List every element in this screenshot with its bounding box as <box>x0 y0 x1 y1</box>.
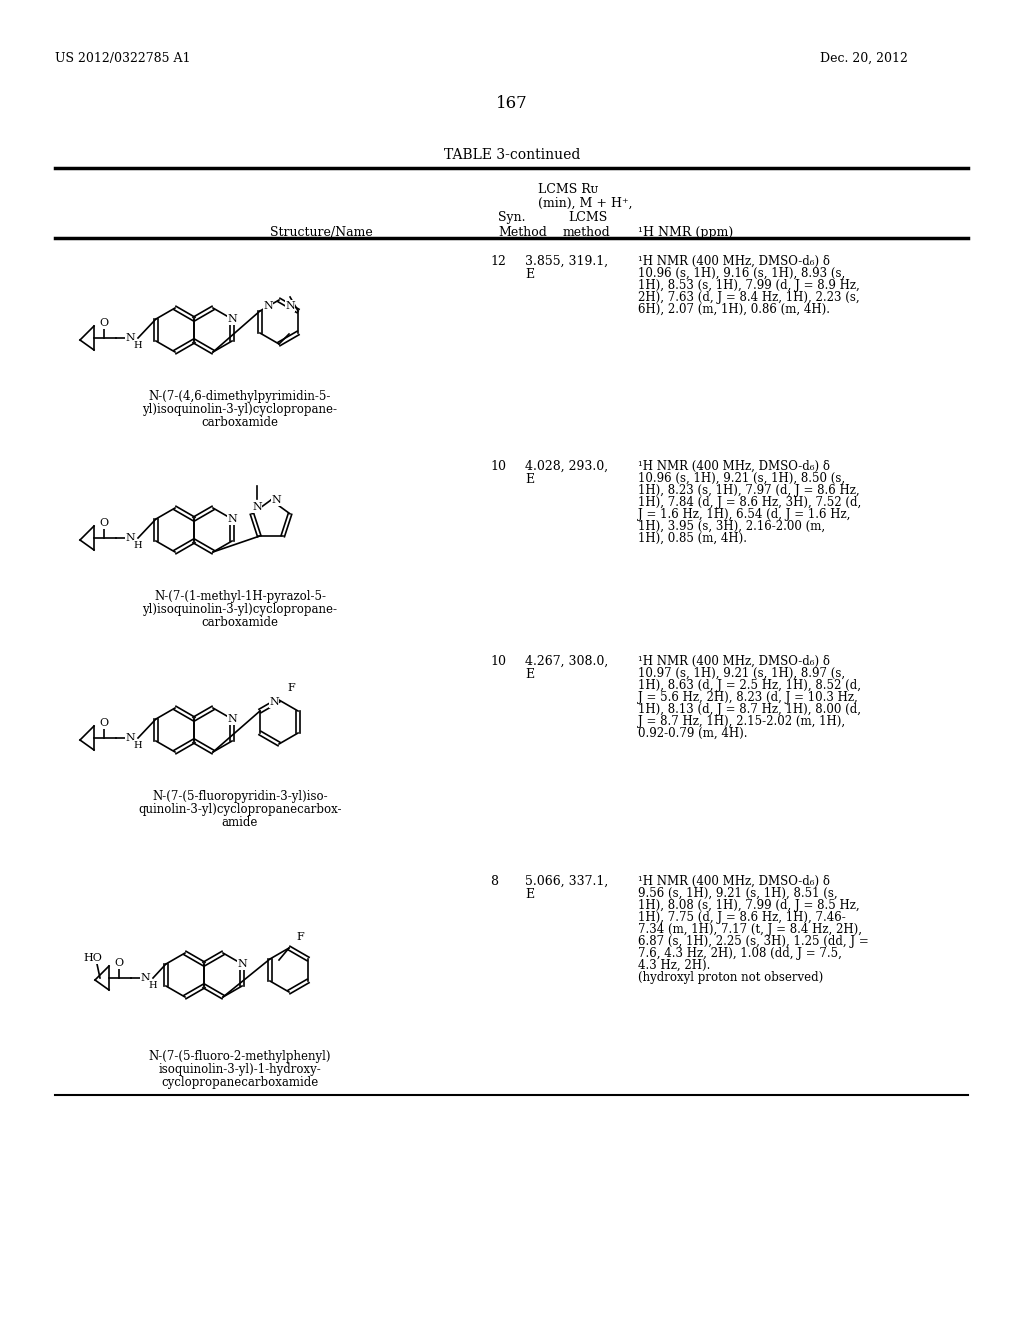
Text: 1H), 0.85 (m, 4H).: 1H), 0.85 (m, 4H). <box>638 532 746 545</box>
Text: 7.6, 4.3 Hz, 2H), 1.08 (dd, J = 7.5,: 7.6, 4.3 Hz, 2H), 1.08 (dd, J = 7.5, <box>638 946 842 960</box>
Text: N-(7-(5-fluoro-2-methylphenyl): N-(7-(5-fluoro-2-methylphenyl) <box>148 1049 331 1063</box>
Text: 10: 10 <box>490 459 506 473</box>
Text: 4.267, 308.0,: 4.267, 308.0, <box>525 655 608 668</box>
Text: 5.066, 337.1,: 5.066, 337.1, <box>525 875 608 888</box>
Text: 1H), 8.08 (s, 1H), 7.99 (d, J = 8.5 Hz,: 1H), 8.08 (s, 1H), 7.99 (d, J = 8.5 Hz, <box>638 899 859 912</box>
Text: O: O <box>115 958 124 968</box>
Text: yl)isoquinolin-3-yl)cyclopropane-: yl)isoquinolin-3-yl)cyclopropane- <box>142 603 338 616</box>
Text: 7.34 (m, 1H), 7.17 (t, J = 8.4 Hz, 2H),: 7.34 (m, 1H), 7.17 (t, J = 8.4 Hz, 2H), <box>638 923 862 936</box>
Text: N: N <box>140 973 150 983</box>
Text: F: F <box>287 682 295 693</box>
Text: E: E <box>525 888 535 902</box>
Text: F: F <box>296 932 304 942</box>
Text: cyclopropanecarboxamide: cyclopropanecarboxamide <box>162 1076 318 1089</box>
Text: LCMS Rᴜ: LCMS Rᴜ <box>538 183 598 195</box>
Text: 10: 10 <box>490 655 506 668</box>
Text: H: H <box>134 341 142 350</box>
Text: O: O <box>99 517 109 528</box>
Text: 1H), 8.63 (d, J = 2.5 Hz, 1H), 8.52 (d,: 1H), 8.63 (d, J = 2.5 Hz, 1H), 8.52 (d, <box>638 678 861 692</box>
Text: N: N <box>227 714 237 723</box>
Text: N: N <box>263 301 272 312</box>
Text: ¹H NMR (400 MHz, DMSO-d₆) δ: ¹H NMR (400 MHz, DMSO-d₆) δ <box>638 255 830 268</box>
Text: 1H), 8.23 (s, 1H), 7.97 (d, J = 8.6 Hz,: 1H), 8.23 (s, 1H), 7.97 (d, J = 8.6 Hz, <box>638 484 859 498</box>
Text: carboxamide: carboxamide <box>202 416 279 429</box>
Text: N-(7-(4,6-dimethylpyrimidin-5-: N-(7-(4,6-dimethylpyrimidin-5- <box>148 389 331 403</box>
Text: N: N <box>285 301 295 312</box>
Text: E: E <box>525 268 535 281</box>
Text: 9.56 (s, 1H), 9.21 (s, 1H), 8.51 (s,: 9.56 (s, 1H), 9.21 (s, 1H), 8.51 (s, <box>638 887 838 900</box>
Text: quinolin-3-yl)cyclopropanecarbox-: quinolin-3-yl)cyclopropanecarbox- <box>138 803 342 816</box>
Text: 8: 8 <box>490 875 498 888</box>
Text: H: H <box>148 981 158 990</box>
Text: 3.855, 319.1,: 3.855, 319.1, <box>525 255 608 268</box>
Text: 12: 12 <box>490 255 506 268</box>
Text: (hydroxyl proton not observed): (hydroxyl proton not observed) <box>638 972 823 983</box>
Text: N: N <box>125 733 135 743</box>
Text: method: method <box>563 226 610 239</box>
Text: 10.96 (s, 1H), 9.16 (s, 1H), 8.93 (s,: 10.96 (s, 1H), 9.16 (s, 1H), 8.93 (s, <box>638 267 845 280</box>
Text: 1H), 8.53 (s, 1H), 7.99 (d, J = 8.9 Hz,: 1H), 8.53 (s, 1H), 7.99 (d, J = 8.9 Hz, <box>638 279 860 292</box>
Text: N: N <box>269 697 279 708</box>
Text: 4.3 Hz, 2H).: 4.3 Hz, 2H). <box>638 960 711 972</box>
Text: 2H), 7.63 (d, J = 8.4 Hz, 1H), 2.23 (s,: 2H), 7.63 (d, J = 8.4 Hz, 1H), 2.23 (s, <box>638 290 859 304</box>
Text: 4.028, 293.0,: 4.028, 293.0, <box>525 459 608 473</box>
Text: N-(7-(5-fluoropyridin-3-yl)iso-: N-(7-(5-fluoropyridin-3-yl)iso- <box>153 789 328 803</box>
Text: 0.92-0.79 (m, 4H).: 0.92-0.79 (m, 4H). <box>638 727 748 741</box>
Text: E: E <box>525 473 535 486</box>
Text: US 2012/0322785 A1: US 2012/0322785 A1 <box>55 51 190 65</box>
Text: N: N <box>227 314 237 323</box>
Text: N: N <box>252 502 262 512</box>
Text: Syn.: Syn. <box>498 211 525 224</box>
Text: H: H <box>134 540 142 549</box>
Text: H: H <box>134 741 142 750</box>
Text: ¹H NMR (400 MHz, DMSO-d₆) δ: ¹H NMR (400 MHz, DMSO-d₆) δ <box>638 655 830 668</box>
Text: 1H), 7.75 (d, J = 8.6 Hz, 1H), 7.46-: 1H), 7.75 (d, J = 8.6 Hz, 1H), 7.46- <box>638 911 846 924</box>
Text: yl)isoquinolin-3-yl)cyclopropane-: yl)isoquinolin-3-yl)cyclopropane- <box>142 403 338 416</box>
Text: ¹H NMR (ppm): ¹H NMR (ppm) <box>638 226 733 239</box>
Text: N: N <box>271 495 281 506</box>
Text: TABLE 3-continued: TABLE 3-continued <box>443 148 581 162</box>
Text: O: O <box>99 318 109 327</box>
Text: isoquinolin-3-yl)-1-hydroxy-: isoquinolin-3-yl)-1-hydroxy- <box>159 1063 322 1076</box>
Text: (min), M + H⁺,: (min), M + H⁺, <box>538 197 633 210</box>
Text: J = 1.6 Hz, 1H), 6.54 (d, J = 1.6 Hz,: J = 1.6 Hz, 1H), 6.54 (d, J = 1.6 Hz, <box>638 508 850 521</box>
Text: 1H), 7.84 (d, J = 8.6 Hz, 3H), 7.52 (d,: 1H), 7.84 (d, J = 8.6 Hz, 3H), 7.52 (d, <box>638 496 861 510</box>
Text: 1H), 3.95 (s, 3H), 2.16-2.00 (m,: 1H), 3.95 (s, 3H), 2.16-2.00 (m, <box>638 520 825 533</box>
Text: N: N <box>227 513 237 524</box>
Text: 10.96 (s, 1H), 9.21 (s, 1H), 8.50 (s,: 10.96 (s, 1H), 9.21 (s, 1H), 8.50 (s, <box>638 473 845 484</box>
Text: N: N <box>125 333 135 343</box>
Text: 167: 167 <box>496 95 528 112</box>
Text: carboxamide: carboxamide <box>202 616 279 630</box>
Text: J = 5.6 Hz, 2H), 8.23 (d, J = 10.3 Hz,: J = 5.6 Hz, 2H), 8.23 (d, J = 10.3 Hz, <box>638 690 858 704</box>
Text: 1H), 8.13 (d, J = 8.7 Hz, 1H), 8.00 (d,: 1H), 8.13 (d, J = 8.7 Hz, 1H), 8.00 (d, <box>638 704 861 715</box>
Text: HO: HO <box>84 953 102 964</box>
Text: J = 8.7 Hz, 1H), 2.15-2.02 (m, 1H),: J = 8.7 Hz, 1H), 2.15-2.02 (m, 1H), <box>638 715 845 729</box>
Text: 6H), 2.07 (m, 1H), 0.86 (m, 4H).: 6H), 2.07 (m, 1H), 0.86 (m, 4H). <box>638 304 830 315</box>
Text: amide: amide <box>222 816 258 829</box>
Text: Method: Method <box>498 226 547 239</box>
Text: N: N <box>238 960 247 969</box>
Text: Dec. 20, 2012: Dec. 20, 2012 <box>820 51 908 65</box>
Text: E: E <box>525 668 535 681</box>
Text: ¹H NMR (400 MHz, DMSO-d₆) δ: ¹H NMR (400 MHz, DMSO-d₆) δ <box>638 459 830 473</box>
Text: N-(7-(1-methyl-1H-pyrazol-5-: N-(7-(1-methyl-1H-pyrazol-5- <box>154 590 326 603</box>
Text: N: N <box>125 533 135 543</box>
Text: 6.87 (s, 1H), 2.25 (s, 3H), 1.25 (dd, J =: 6.87 (s, 1H), 2.25 (s, 3H), 1.25 (dd, J … <box>638 935 868 948</box>
Text: 10.97 (s, 1H), 9.21 (s, 1H), 8.97 (s,: 10.97 (s, 1H), 9.21 (s, 1H), 8.97 (s, <box>638 667 845 680</box>
Text: LCMS: LCMS <box>568 211 607 224</box>
Text: Structure/Name: Structure/Name <box>270 226 373 239</box>
Text: ¹H NMR (400 MHz, DMSO-d₆) δ: ¹H NMR (400 MHz, DMSO-d₆) δ <box>638 875 830 888</box>
Text: O: O <box>99 718 109 729</box>
